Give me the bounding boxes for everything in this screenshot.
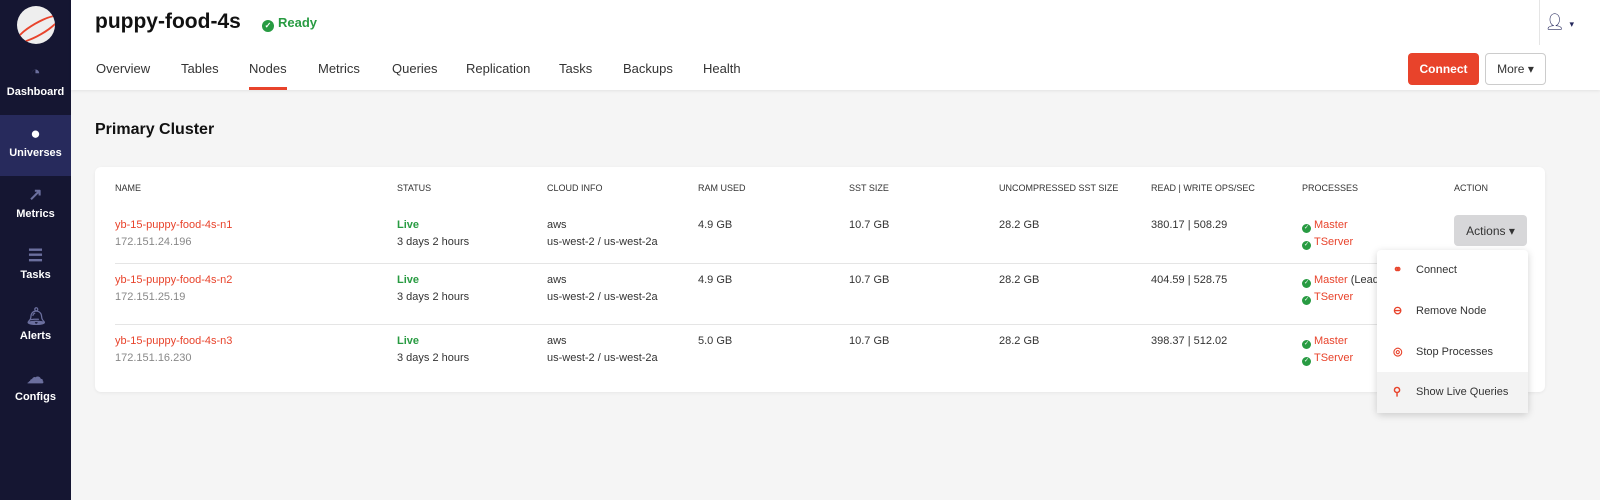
tserver-process-link[interactable]: TServer bbox=[1314, 352, 1354, 364]
column-header: SST Size bbox=[849, 183, 889, 193]
node-name-link[interactable]: yb-15-puppy-food-4s-n2 bbox=[115, 274, 233, 286]
column-header: Cloud Info bbox=[547, 183, 603, 193]
node-status: Live bbox=[397, 219, 420, 231]
actions-dropdown-menu: ⚭ Connect ⊖ Remove Node ◎ Stop Processes ⚲ S… bbox=[1377, 250, 1528, 413]
ram-used: 5.0 GB bbox=[698, 335, 733, 347]
table-row: yb-15-puppy-food-4s-n1 172.151.24.196 Liv… bbox=[115, 206, 1527, 267]
check-circle-icon: ✓ bbox=[262, 20, 274, 32]
sidebar-item-alerts[interactable]: 🔔︎ Alerts bbox=[19, 307, 52, 343]
tab-tables[interactable]: Tables bbox=[181, 61, 219, 76]
tab-replication[interactable]: Replication bbox=[466, 61, 531, 76]
link-icon: ⚭ bbox=[1393, 264, 1403, 276]
master-process-link[interactable]: Master bbox=[1314, 219, 1348, 231]
tab-overview[interactable]: Overview bbox=[96, 61, 151, 76]
check-circle-icon: ✓ bbox=[1302, 357, 1311, 366]
table-row: yb-15-puppy-food-4s-n3 172.151.16.230 Liv… bbox=[115, 324, 1525, 385]
tab-tasks[interactable]: Tasks bbox=[559, 61, 593, 76]
column-header: RAM Used bbox=[698, 183, 746, 193]
table-row: yb-15-puppy-food-4s-n2 172.151.25.19 Live… bbox=[115, 263, 1525, 324]
tab-queries[interactable]: Queries bbox=[392, 61, 438, 76]
read-write-ops: 398.37 | 512.02 bbox=[1151, 335, 1228, 347]
column-header: Uncompressed SST Size bbox=[999, 183, 1119, 193]
connect-button[interactable]: Connect bbox=[1408, 53, 1479, 85]
column-header: Processes bbox=[1302, 183, 1359, 193]
uncompressed-sst-size: 28.2 GB bbox=[999, 274, 1040, 286]
sidebar: ◔ Dashboard ● Universes ↗ Metrics ☰ Tasks 🔔︎… bbox=[0, 0, 71, 500]
check-circle-icon: ✓ bbox=[1302, 241, 1311, 250]
ram-used: 4.9 GB bbox=[698, 219, 733, 231]
cloud-provider: aws bbox=[547, 274, 567, 286]
master-process-link[interactable]: Master bbox=[1314, 335, 1348, 347]
sst-size: 10.7 GB bbox=[849, 219, 890, 231]
node-name-link[interactable]: yb-15-puppy-food-4s-n1 bbox=[115, 219, 233, 231]
sidebar-item-dashboard[interactable]: ◔ Dashboard bbox=[6, 63, 65, 99]
node-ip: 172.151.25.19 bbox=[115, 291, 186, 303]
cloud-region: us-west-2 / us-west-2a bbox=[547, 291, 658, 303]
logo[interactable] bbox=[17, 6, 55, 44]
sst-size: 10.7 GB bbox=[849, 274, 890, 286]
user-menu[interactable]: 👤︎ ▾ bbox=[1544, 14, 1574, 31]
read-write-ops: 404.59 | 528.75 bbox=[1151, 274, 1228, 286]
section-title: Primary Cluster bbox=[95, 121, 215, 138]
check-circle-icon: ✓ bbox=[1302, 340, 1311, 349]
cloud-provider: aws bbox=[547, 219, 567, 231]
globe-icon: ● bbox=[30, 124, 41, 143]
menu-item-show-live-queries[interactable]: ⚲ Show Live Queries bbox=[1377, 372, 1528, 413]
check-circle-icon: ✓ bbox=[1302, 296, 1311, 305]
minus-circle-icon: ⊖ bbox=[1393, 305, 1403, 317]
node-ip: 172.151.24.196 bbox=[115, 236, 192, 248]
node-ip: 172.151.16.230 bbox=[115, 352, 192, 364]
tserver-process-link[interactable]: TServer bbox=[1314, 236, 1354, 248]
master-note: (Lead bbox=[1350, 274, 1379, 286]
sidebar-item-tasks[interactable]: ☰ Tasks bbox=[20, 246, 51, 282]
master-process-link[interactable]: Master bbox=[1314, 274, 1348, 286]
user-icon: 👤︎ bbox=[1544, 14, 1566, 31]
sidebar-item-configs[interactable]: ☁ Configs bbox=[15, 368, 56, 404]
actions-button[interactable]: Actions ▾ bbox=[1454, 215, 1527, 246]
divider bbox=[1539, 0, 1540, 45]
nodes-table: Name Status Cloud Info RAM Used SST Size… bbox=[95, 167, 1545, 392]
cloud-region: us-west-2 / us-west-2a bbox=[547, 236, 658, 248]
uncompressed-sst-size: 28.2 GB bbox=[999, 219, 1040, 231]
node-uptime: 3 days 2 hours bbox=[397, 291, 470, 303]
menu-item-connect[interactable]: ⚭ Connect bbox=[1377, 250, 1528, 291]
tserver-process-link[interactable]: TServer bbox=[1314, 291, 1354, 303]
page-title: puppy-food-4s bbox=[95, 10, 241, 33]
column-header: Status bbox=[397, 183, 432, 193]
sidebar-item-metrics[interactable]: ↗ Metrics bbox=[16, 185, 55, 221]
ram-used: 4.9 GB bbox=[698, 274, 733, 286]
column-header: Name bbox=[115, 183, 142, 193]
read-write-ops: 380.17 | 508.29 bbox=[1151, 219, 1228, 231]
cloud-region: us-west-2 / us-west-2a bbox=[547, 352, 658, 364]
menu-item-stop-processes[interactable]: ◎ Stop Processes bbox=[1377, 332, 1528, 373]
node-name-link[interactable]: yb-15-puppy-food-4s-n3 bbox=[115, 335, 233, 347]
bell-icon: 🔔︎ bbox=[25, 307, 48, 326]
check-circle-icon: ✓ bbox=[1302, 279, 1311, 288]
tab-nodes[interactable]: Nodes bbox=[249, 61, 287, 90]
tab-backups[interactable]: Backups bbox=[623, 61, 673, 76]
dashboard-icon: ◔ bbox=[30, 63, 41, 82]
node-uptime: 3 days 2 hours bbox=[397, 352, 470, 364]
sst-size: 10.7 GB bbox=[849, 335, 890, 347]
column-header: Read | Write Ops/Sec bbox=[1151, 183, 1255, 193]
sidebar-item-universes[interactable]: ● Universes bbox=[0, 115, 71, 176]
chart-icon: ↗ bbox=[28, 185, 43, 204]
tab-health[interactable]: Health bbox=[703, 61, 741, 76]
menu-item-remove-node[interactable]: ⊖ Remove Node bbox=[1377, 291, 1528, 332]
column-header: Action bbox=[1454, 183, 1489, 193]
search-icon: ⚲ bbox=[1393, 386, 1402, 398]
node-status: Live bbox=[397, 335, 420, 347]
node-uptime: 3 days 2 hours bbox=[397, 236, 470, 248]
tab-metrics[interactable]: Metrics bbox=[318, 61, 360, 76]
more-button[interactable]: More ▾ bbox=[1485, 53, 1546, 85]
cloud-upload-icon: ☁ bbox=[27, 368, 44, 387]
header: puppy-food-4s ✓ Ready 👤︎ ▾ Overview Table… bbox=[71, 0, 1600, 90]
check-circle-icon: ✓ bbox=[1302, 224, 1311, 233]
status-badge: ✓ Ready bbox=[262, 15, 317, 32]
stop-circle-icon: ◎ bbox=[1393, 346, 1403, 358]
list-icon: ☰ bbox=[27, 246, 44, 265]
cloud-provider: aws bbox=[547, 335, 567, 347]
node-status: Live bbox=[397, 274, 420, 286]
uncompressed-sst-size: 28.2 GB bbox=[999, 335, 1040, 347]
